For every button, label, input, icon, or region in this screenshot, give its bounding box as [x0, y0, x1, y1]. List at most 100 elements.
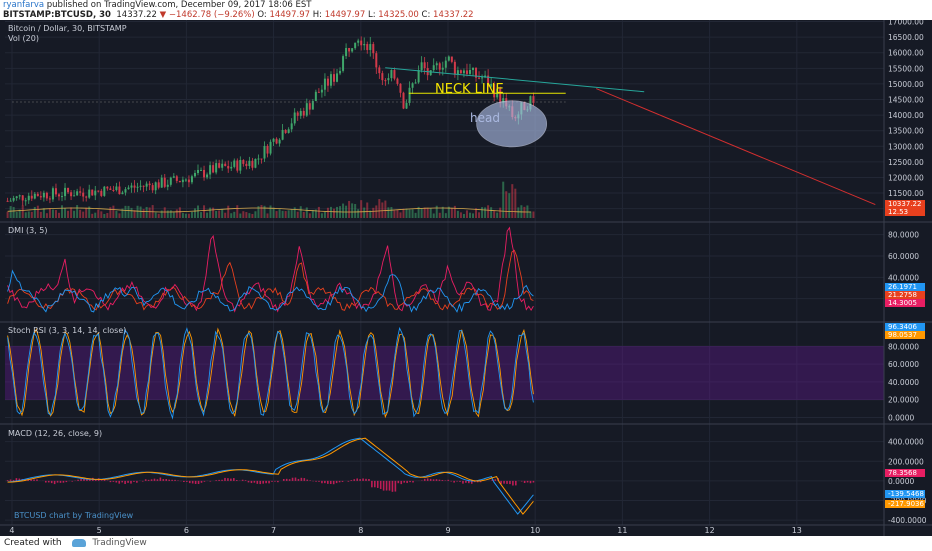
macd-histogram-bar [183, 481, 185, 482]
macd-histogram-bar [48, 481, 50, 483]
tradingview-brand[interactable]: TradingView [92, 536, 146, 550]
macd-histogram-bar [442, 480, 444, 481]
macd-histogram-bar [268, 481, 270, 483]
volume-bar [517, 207, 519, 218]
volume-bar [25, 212, 27, 218]
volume-bar [79, 210, 81, 218]
macd-histogram-bar [274, 481, 276, 482]
volume-bar [16, 212, 18, 218]
price-candle [409, 88, 411, 103]
volume-bar [430, 208, 432, 218]
volume-bar [40, 212, 42, 218]
macd-histogram-bar [527, 481, 529, 483]
volume-bar [412, 209, 414, 218]
macd-histogram-bar [286, 479, 288, 481]
price-candle [200, 170, 202, 171]
volume-bar [127, 206, 129, 218]
price-candle [330, 74, 332, 86]
volume-bar [173, 213, 175, 218]
price-candle [233, 161, 235, 167]
volume-bar [245, 212, 247, 218]
macd-histogram-bar [324, 481, 326, 483]
volume-bar [375, 205, 377, 218]
volume-bar [82, 212, 84, 218]
macd-histogram-bar [371, 481, 373, 487]
macd-histogram-bar [80, 479, 82, 481]
macd-histogram-bar [77, 480, 79, 481]
price-candle [85, 197, 87, 198]
price-candle [478, 78, 480, 79]
volume-bar [176, 209, 178, 218]
macd-histogram-bar [221, 480, 223, 481]
volume-bar [191, 212, 193, 218]
macd-histogram-bar [318, 481, 320, 482]
macd-histogram-bar [101, 480, 103, 481]
price-candle [306, 103, 308, 115]
volume-bar [124, 206, 126, 218]
macd-histogram-bar [353, 479, 355, 481]
chart-area[interactable]: Bitcoin / Dollar, 30, BITSTAMP Vol (20) … [0, 20, 932, 536]
x-tick-label: 4 [9, 526, 14, 535]
volume-bar [267, 213, 269, 218]
macd-histogram-bar [395, 481, 397, 492]
price-candle [25, 200, 27, 201]
price-candle [224, 164, 226, 166]
price-candle [279, 140, 281, 144]
volume-bar [282, 211, 284, 218]
y-tick-label: 60.0000 [888, 252, 919, 261]
macd-histogram-bar [204, 481, 206, 482]
macd-histogram-bar [30, 480, 32, 481]
volume-bar [188, 214, 190, 218]
volume-bar [466, 210, 468, 218]
price-candle [46, 193, 48, 199]
volume-bar [366, 203, 368, 218]
symbol-label: BITSTAMP:BTCUSD, 30 [3, 10, 111, 20]
volume-bar [233, 212, 235, 218]
author-link[interactable]: ryanfarva [3, 0, 44, 10]
macd-histogram-bar [262, 481, 264, 484]
volume-bar [384, 201, 386, 218]
open-value: 14497.97 [269, 10, 310, 20]
x-tick-label: 13 [792, 526, 802, 535]
price-candle [218, 163, 220, 168]
chart-watermark: BTCUSD chart by TradingView [14, 511, 134, 520]
volume-bar [137, 206, 139, 218]
price-candle [97, 191, 99, 192]
volume-bar [523, 207, 525, 218]
plots [7, 36, 876, 514]
macd-histogram-bar [292, 478, 294, 481]
tradingview-logo-icon[interactable] [72, 539, 86, 547]
indicator-value-label: -139.5468 [888, 490, 924, 498]
volume-bar [330, 207, 332, 218]
macd-histogram-bar [259, 481, 261, 484]
macd-histogram-bar [145, 479, 147, 481]
price-candle [324, 79, 326, 90]
macd-histogram-bar [210, 481, 212, 482]
volume-bar [499, 208, 501, 218]
neckline-annotation: NECK LINE [435, 82, 504, 97]
volume-bar [505, 191, 507, 218]
volume-bar [427, 208, 429, 218]
price-candle [363, 44, 365, 45]
volume-bar [146, 207, 148, 218]
macd-histogram-bar [36, 479, 38, 480]
macd-histogram-bar [142, 481, 144, 482]
volume-bar [194, 208, 196, 218]
volume-bar [34, 207, 36, 218]
volume-bar [285, 211, 287, 218]
price-candle [342, 56, 344, 71]
volume-bar [209, 208, 211, 218]
macd-histogram-bar [113, 481, 115, 482]
volume-bar [378, 199, 380, 218]
volume-bar [254, 211, 256, 218]
macd-histogram-bar [118, 481, 120, 484]
macd-histogram-bar [436, 479, 438, 481]
macd-histogram-bar [509, 481, 511, 484]
macd-histogram-bar [186, 481, 188, 482]
price-candle [188, 180, 190, 183]
volume-bar [43, 208, 45, 218]
volume-bar [218, 210, 220, 218]
macd-histogram-bar [130, 481, 132, 484]
volume-bar [472, 213, 474, 218]
price-candle [13, 198, 15, 201]
